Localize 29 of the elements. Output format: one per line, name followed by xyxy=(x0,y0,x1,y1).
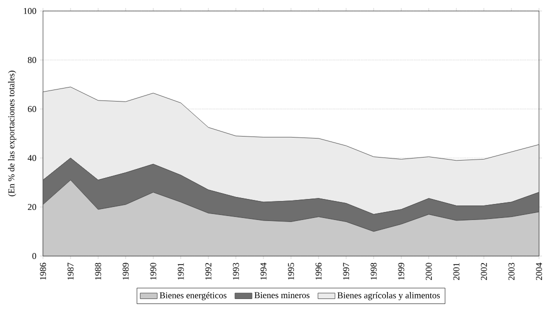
x-tick-label: 2001 xyxy=(453,263,460,280)
x-tick-label: 2000 xyxy=(426,262,432,280)
y-tick-label: 60 xyxy=(28,106,36,112)
y-tick-label: 40 xyxy=(28,154,36,162)
y-axis-title: (En % de las exportaciones totales) xyxy=(8,70,16,196)
legend-label: Bienes energéticos xyxy=(160,292,226,300)
x-tick-label: 1986 xyxy=(40,262,46,280)
y-tick-label: 100 xyxy=(24,8,36,14)
x-tick-label: 1988 xyxy=(95,262,102,280)
x-tick-label: 1989 xyxy=(122,262,129,280)
legend-label: Bienes agrícolas y alimentos xyxy=(337,292,440,300)
legend-label: Bienes mineros xyxy=(254,292,310,298)
x-tick-label: 1992 xyxy=(205,263,212,280)
x-tick-label: 2004 xyxy=(536,262,542,280)
x-tick-label: 1995 xyxy=(288,262,294,280)
x-tick-label: 2002 xyxy=(480,263,487,280)
y-tick-label: 0 xyxy=(32,252,36,260)
x-tick-label: 1996 xyxy=(316,262,322,280)
y-tick-label: 80 xyxy=(28,56,36,64)
x-tick-label: 1999 xyxy=(398,262,404,280)
x-tick-label: 1991 xyxy=(178,263,184,280)
y-tick-label: 20 xyxy=(28,204,36,210)
x-tick-label: 1994 xyxy=(260,262,266,280)
x-tick-label: 1998 xyxy=(370,262,377,280)
x-tick-label: 1993 xyxy=(232,262,239,280)
x-tick-label: 1990 xyxy=(150,262,156,280)
x-tick-label: 1987 xyxy=(68,262,74,280)
x-tick-label: 1997 xyxy=(343,262,350,280)
x-tick-label: 2003 xyxy=(508,262,514,280)
